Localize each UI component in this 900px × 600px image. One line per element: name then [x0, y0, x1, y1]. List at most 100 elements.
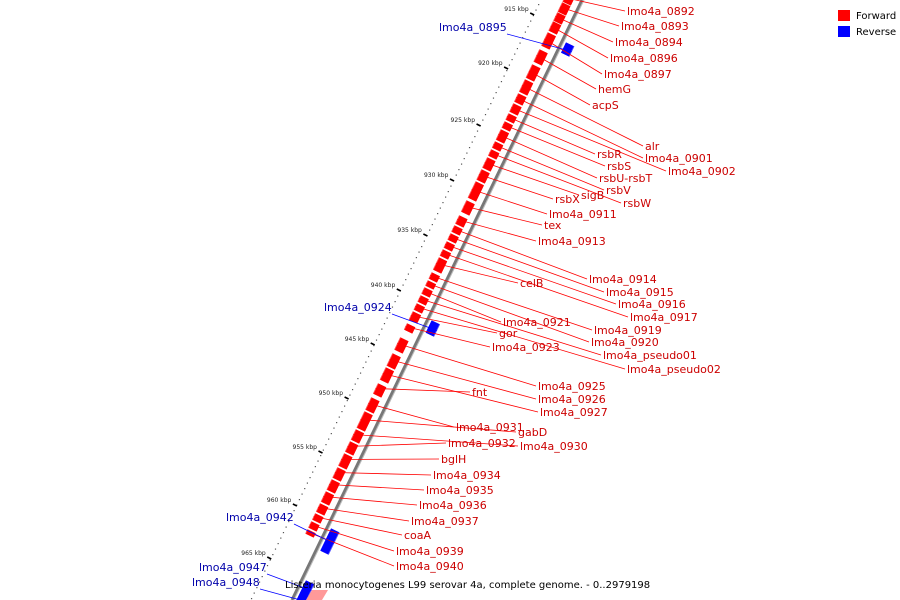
gene-label[interactable]: lmo4a_0948 — [192, 576, 260, 589]
gene-label[interactable]: lmo4a_0921 — [503, 316, 571, 329]
gene-label[interactable]: gor — [499, 327, 518, 340]
gene-label[interactable]: lmo4a_pseudo01 — [603, 349, 697, 362]
gene-lmo4a_0911[interactable] — [467, 181, 485, 202]
gene-label[interactable]: lmo4a_0930 — [520, 440, 588, 453]
ruler-dot — [490, 103, 492, 105]
gene-gabD[interactable] — [356, 411, 373, 432]
gene-label[interactable]: lmo4a_0923 — [492, 341, 560, 354]
gene-label[interactable]: lmo4a_0947 — [199, 561, 267, 574]
gene-label[interactable]: gabD — [518, 426, 547, 439]
gene-label[interactable]: lmo4a_pseudo02 — [627, 363, 721, 376]
ruler-dot — [431, 224, 433, 226]
gene-label[interactable]: lmo4a_0924 — [324, 301, 392, 314]
gene-lmo4a_0892[interactable] — [562, 0, 575, 6]
gene-lmo4a_0920[interactable] — [424, 280, 437, 290]
leader-line — [555, 16, 614, 43]
gene-label[interactable]: lmo4a_0927 — [540, 406, 608, 419]
gene-label[interactable]: lmo4a_0931 — [456, 421, 524, 434]
gene-lmo4a_0913[interactable] — [454, 215, 468, 228]
gene-label[interactable]: lmo4a_0934 — [433, 469, 501, 482]
gene-label[interactable]: lmo4a_0935 — [426, 484, 494, 497]
ruler-dot — [471, 141, 473, 143]
gene-label[interactable]: lmo4a_0940 — [396, 560, 464, 573]
gene-lmo4a_0923[interactable] — [403, 323, 416, 334]
gene-label[interactable]: lmo4a_0896 — [610, 52, 678, 65]
gene-label[interactable]: lmo4a_0893 — [621, 20, 689, 33]
gene-label[interactable]: lmo4a_0932 — [448, 437, 516, 450]
gene-label[interactable]: coaA — [404, 529, 432, 542]
gene-label[interactable]: lmo4a_0894 — [615, 36, 683, 49]
gene-lmo4a_pseudo01[interactable] — [417, 295, 429, 306]
gene-label[interactable]: lmo4a_0895 — [439, 21, 507, 34]
gene-label[interactable]: alr — [645, 140, 660, 153]
gene-lmo4a_0936[interactable] — [320, 491, 335, 506]
gene-label[interactable]: lmo4a_0937 — [411, 515, 479, 528]
leader-line — [471, 189, 548, 215]
gene-lmo4a_0932[interactable] — [344, 441, 359, 456]
gene-label[interactable]: lmo4a_0911 — [549, 208, 617, 221]
gene-lmo4a_0893[interactable] — [557, 2, 571, 16]
gene-label[interactable]: lmo4a_0902 — [668, 165, 736, 178]
gene-label[interactable]: celB — [520, 277, 543, 290]
leader-line — [506, 33, 572, 52]
ruler-dot — [336, 422, 338, 424]
leader-line — [559, 6, 620, 27]
gene-label[interactable]: lmo4a_0914 — [589, 273, 657, 286]
gene-label[interactable]: tex — [544, 219, 562, 232]
ruler-dot — [442, 202, 444, 204]
gene-lmo4a_0919[interactable] — [428, 272, 441, 283]
gene-label[interactable]: lmo4a_0936 — [419, 499, 487, 512]
gene-label[interactable]: lmo4a_0926 — [538, 393, 606, 406]
ruler-dot — [527, 26, 529, 28]
ruler-dot — [535, 9, 537, 11]
gene-lmo4a_0931[interactable] — [364, 397, 380, 414]
gene-label[interactable]: lmo4a_0913 — [538, 235, 606, 248]
gene-label[interactable]: lmo4a_0901 — [645, 152, 713, 165]
gene-label[interactable]: rsbR — [597, 148, 622, 161]
gene-lmo4a_0916[interactable] — [443, 241, 456, 252]
gene-lmo4a_0934[interactable] — [332, 467, 346, 482]
gene-label[interactable]: lmo4a_0920 — [591, 336, 659, 349]
gene-label[interactable]: lmo4a_0916 — [618, 298, 686, 311]
gene-sigB[interactable] — [481, 157, 496, 172]
gene-label[interactable]: rsbW — [623, 197, 651, 210]
ruler-dot — [530, 20, 532, 22]
gene-label[interactable]: hemG — [598, 83, 631, 96]
gene-label[interactable]: bglH — [441, 453, 466, 466]
leader-line — [463, 205, 543, 226]
gene-lmo4a_0914[interactable] — [450, 225, 463, 236]
gene-label[interactable]: lmo4a_0892 — [627, 5, 695, 18]
gene-lmo4a_0925[interactable] — [393, 337, 409, 354]
gene-label[interactable]: acpS — [592, 99, 619, 112]
gene-label[interactable]: lmo4a_0919 — [594, 324, 662, 337]
ruler-dot — [258, 581, 261, 583]
leader-line — [544, 38, 603, 75]
ruler-dot — [272, 554, 274, 556]
ruler-dot — [487, 108, 489, 110]
gene-label[interactable]: rsbX — [555, 193, 580, 206]
gene-label[interactable]: lmo4a_0942 — [226, 511, 294, 524]
gene-label[interactable]: sigB — [581, 189, 604, 202]
ruler-dot — [338, 416, 340, 418]
gene-label[interactable]: rsbU-rsbT — [599, 172, 652, 185]
gene-label[interactable]: lmo4a_0915 — [606, 286, 674, 299]
gene-lmo4a_0937[interactable] — [315, 503, 329, 516]
gene-label[interactable]: rsbS — [607, 160, 631, 173]
gene-lmo4a_0939[interactable] — [307, 521, 320, 532]
gene-label[interactable]: lmo4a_0925 — [538, 380, 606, 393]
gene-lmo4a_0935[interactable] — [326, 479, 341, 494]
ruler-dot — [322, 449, 324, 451]
gene-bglH[interactable] — [337, 453, 353, 470]
gene-fnt[interactable] — [372, 383, 387, 398]
gene-label[interactable]: lmo4a_0939 — [396, 545, 464, 558]
gene-lmo4a_0915[interactable] — [447, 233, 459, 244]
gene-label[interactable]: fnt — [472, 386, 488, 399]
gene-label[interactable]: lmo4a_0897 — [604, 68, 672, 81]
gene-lmo4a_0917[interactable] — [439, 249, 452, 260]
gene-lmo4a_0926[interactable] — [386, 353, 401, 370]
gene-rsbX[interactable] — [476, 169, 490, 184]
gene-lmo4a_0930[interactable] — [350, 429, 365, 444]
gene-label[interactable]: rsbV — [606, 184, 631, 197]
gene-label[interactable]: lmo4a_0917 — [630, 311, 698, 324]
